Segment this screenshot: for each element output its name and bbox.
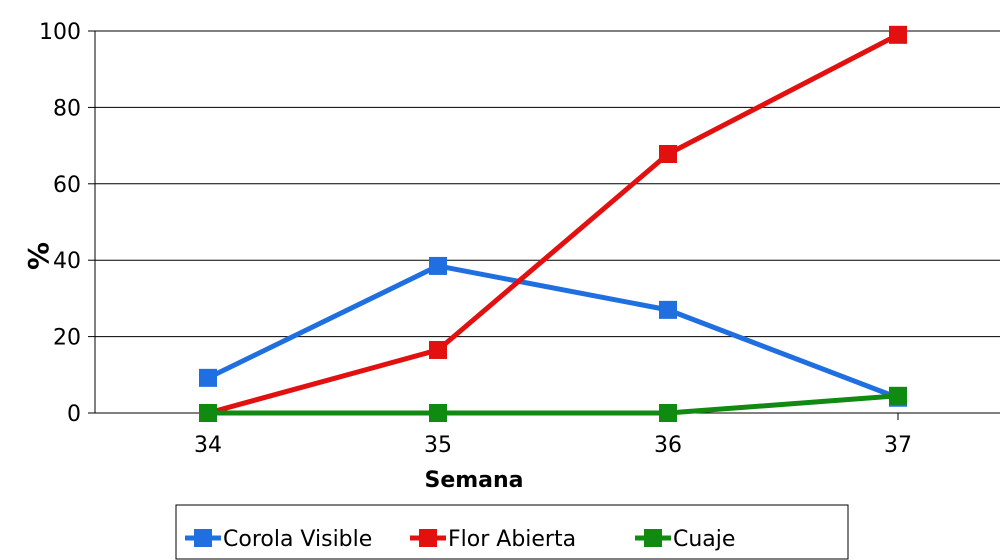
series-cuaje [199,386,907,422]
x-tick-label: 35 [424,433,452,458]
data-point [199,368,217,387]
y-tick-label: 80 [53,96,81,121]
legend: Corola Visible Flor Abierta Cuaje [185,527,735,552]
data-point [429,404,447,422]
legend-label: Corola Visible [223,527,372,552]
legend-item: Cuaje [635,527,735,552]
data-point [889,386,907,405]
y-tick-label: 0 [67,402,81,427]
series-line [207,32,900,416]
data-point [659,404,677,422]
series-layer [199,25,907,422]
x-axis-title: Semana [424,468,523,493]
y-tick-label: 40 [53,249,81,274]
y-tick-label: 100 [39,20,81,45]
data-point [199,404,217,422]
legend-label: Cuaje [673,527,735,552]
legend-marker-icon [419,529,437,547]
legend-marker-icon [644,529,662,547]
x-tick-label: 37 [884,433,912,458]
series-line [208,393,899,416]
legend-item: Flor Abierta [410,527,576,552]
data-point [429,256,447,275]
y-axis-title: % [22,242,55,270]
x-axis-ticks: 34 35 36 37 [194,413,912,458]
y-tick-label: 20 [53,326,81,351]
x-tick-label: 34 [194,433,222,458]
series-line [206,263,899,401]
data-point [659,300,677,319]
legend-label: Flor Abierta [448,527,576,552]
legend-box [175,504,849,560]
y-tick-label: 60 [53,173,81,198]
data-point [889,25,907,44]
legend-item: Corola Visible [185,527,372,552]
x-tick-label: 36 [654,433,682,458]
gridlines [95,30,1000,414]
data-point [659,145,677,164]
data-point [429,340,447,359]
legend-marker-icon [194,529,212,547]
y-axis-ticks: 0 20 40 60 80 100 [39,20,96,427]
